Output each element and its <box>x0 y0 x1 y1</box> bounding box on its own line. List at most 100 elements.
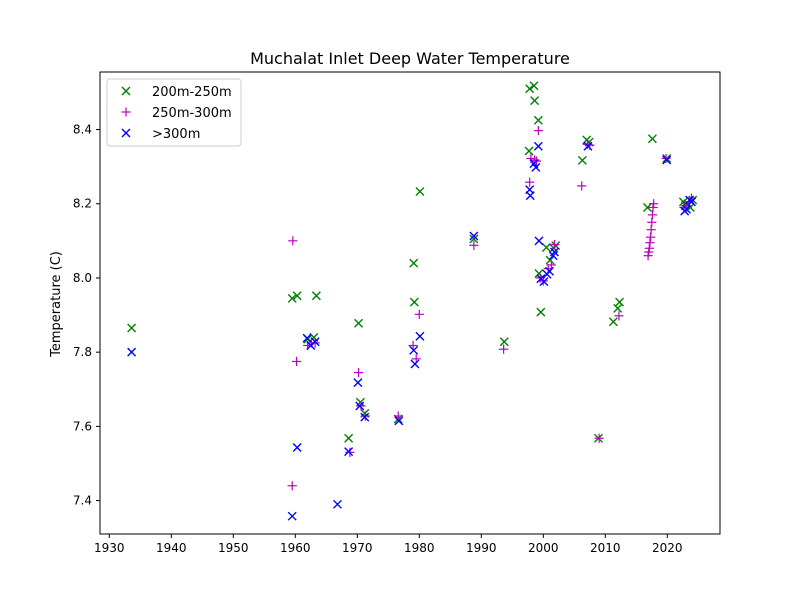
data-point <box>545 255 555 265</box>
data-point <box>344 433 354 443</box>
series-2 <box>127 141 696 521</box>
data-point <box>549 239 560 250</box>
data-point <box>541 243 551 253</box>
data-point <box>469 234 479 244</box>
data-point <box>332 499 342 509</box>
data-point <box>409 258 419 268</box>
x-tick-label: 2010 <box>590 541 621 555</box>
x-tick-label: 1950 <box>218 541 249 555</box>
data-point <box>534 269 544 278</box>
data-point <box>287 293 297 303</box>
data-point <box>525 84 535 94</box>
data-point <box>539 277 549 287</box>
data-point <box>608 317 618 327</box>
y-tick-label: 8.2 <box>73 197 92 211</box>
data-point <box>615 297 625 307</box>
data-point <box>409 297 419 307</box>
legend-marker <box>121 107 131 117</box>
y-tick-label: 7.4 <box>73 494 92 508</box>
data-point <box>127 347 137 357</box>
data-point <box>344 447 354 457</box>
data-point <box>533 141 543 151</box>
data-point <box>287 511 297 521</box>
legend-label: >300m <box>152 127 200 142</box>
data-point <box>614 311 624 321</box>
data-point <box>499 344 509 354</box>
data-point <box>310 337 320 347</box>
data-point <box>524 146 534 156</box>
data-point <box>356 401 366 411</box>
data-point <box>353 367 364 378</box>
y-tick-label: 8.4 <box>73 123 92 137</box>
y-axis-label: Temperature (C) <box>49 251 64 358</box>
chart-title: Muchalat Inlet Deep Water Temperature <box>250 49 570 68</box>
legend-label: 250m-300m <box>152 106 232 121</box>
data-point <box>594 433 604 443</box>
x-tick-label: 1930 <box>94 541 125 555</box>
legend-marker <box>121 128 131 138</box>
data-point <box>415 186 425 196</box>
data-point <box>647 210 658 220</box>
y-tick-label: 8.0 <box>73 271 92 285</box>
data-point <box>643 251 653 261</box>
data-point <box>127 323 137 333</box>
y-tick-label: 7.8 <box>73 345 92 359</box>
data-point <box>648 202 658 213</box>
data-point <box>613 303 623 313</box>
data-point <box>686 197 696 207</box>
data-point <box>394 416 404 426</box>
data-point <box>410 359 420 369</box>
data-point <box>288 236 298 246</box>
data-point <box>644 247 654 257</box>
data-point <box>355 401 365 411</box>
data-point <box>310 338 320 348</box>
data-point <box>649 199 659 209</box>
data-point <box>549 247 559 257</box>
data-point <box>546 260 556 270</box>
legend-label: 200m-250m <box>152 85 232 100</box>
data-point <box>645 232 656 242</box>
x-tick-label: 1970 <box>342 541 373 555</box>
data-point <box>469 231 479 241</box>
data-point <box>647 134 657 144</box>
data-point <box>311 291 321 301</box>
data-point <box>354 318 364 328</box>
data-point <box>291 356 302 367</box>
axes: 1930 1940 1950 1960 1970 1980 1990 2000 2010 2020… <box>73 71 721 555</box>
data-point <box>499 337 509 347</box>
x-tick-label: 2000 <box>528 541 559 555</box>
data-point <box>533 115 543 125</box>
data-point <box>577 155 587 165</box>
data-point <box>415 331 425 341</box>
data-point <box>409 345 419 355</box>
data-point <box>302 333 312 343</box>
legend-box <box>106 78 242 147</box>
data-point <box>534 236 544 246</box>
data-point <box>360 412 370 422</box>
data-point <box>545 266 554 276</box>
x-tick-label: 1980 <box>404 541 435 555</box>
data-point <box>533 126 543 136</box>
data-point <box>530 96 540 106</box>
legend: 200m-250m 250m-300m >300m <box>106 78 242 147</box>
x-tick-label: 2020 <box>652 541 683 555</box>
data-point <box>646 225 656 235</box>
data-point <box>353 378 363 388</box>
y-tick-label: 7.6 <box>73 419 92 433</box>
data-point <box>577 181 587 191</box>
x-tick-label: 1940 <box>156 541 187 555</box>
data-point <box>531 162 541 172</box>
data-point <box>292 291 302 301</box>
data-point <box>647 217 657 227</box>
data-point <box>529 81 539 91</box>
plot-frame <box>99 71 721 535</box>
data-point <box>644 243 654 253</box>
data-point <box>393 411 403 421</box>
data-points <box>127 81 698 521</box>
data-point <box>525 177 535 187</box>
data-point <box>583 141 593 151</box>
data-point <box>536 307 546 317</box>
data-point <box>414 309 424 319</box>
data-point <box>287 481 297 491</box>
